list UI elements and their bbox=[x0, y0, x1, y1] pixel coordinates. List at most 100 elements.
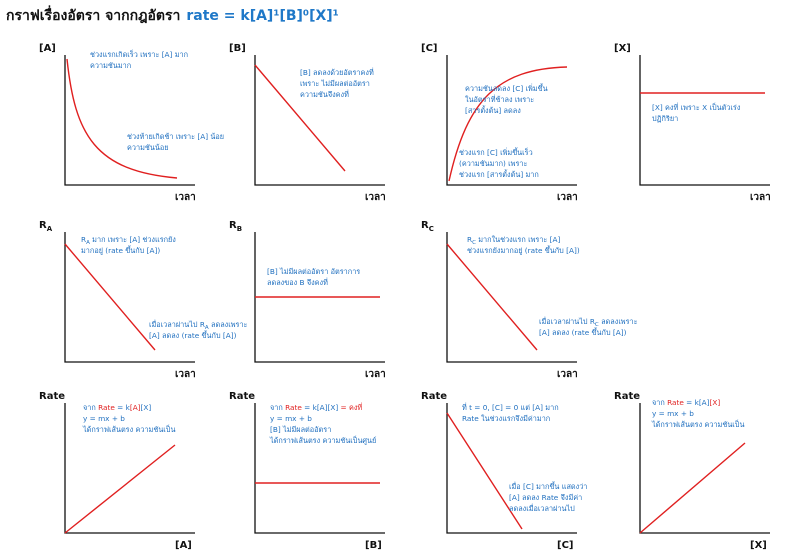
y-label-main: R bbox=[39, 220, 47, 231]
curve bbox=[446, 243, 538, 351]
annotation-text: จาก bbox=[652, 398, 667, 407]
annotation-line: ได้กราฟเส้นตรง ความชันเป็นศูนย์ bbox=[269, 435, 376, 445]
axes bbox=[639, 55, 770, 186]
annotation-line: y = mx + b bbox=[270, 414, 312, 423]
annotation-text: มากในช่วงแรก เพราะ [A] bbox=[476, 235, 561, 244]
axes bbox=[254, 232, 385, 363]
graph-panel: Rate[A]จาก Rate = k[A][X]y = mx + bได้กร… bbox=[39, 391, 195, 551]
annotation-subscript: A bbox=[205, 325, 209, 331]
axes bbox=[254, 55, 385, 186]
annotation-line: ในอัตราที่ช้าลง เพราะ bbox=[465, 94, 534, 104]
annotation-highlight: [A] bbox=[130, 403, 141, 412]
y-axis-label: Rate bbox=[421, 391, 447, 402]
annotation-highlight: [X] bbox=[710, 398, 721, 407]
curve bbox=[639, 442, 746, 534]
annotation-line: เมื่อ [C] มากขึ้น แสดงว่า bbox=[509, 481, 587, 491]
annotation-line: Rate ในช่วงแรกจึงมีค่ามาก bbox=[462, 414, 550, 423]
annotation-subscript: C bbox=[472, 240, 476, 246]
annotation-line: [สารตั้งต้น] ลดลง bbox=[465, 105, 521, 115]
y-label-main: R bbox=[421, 220, 429, 231]
annotation-highlight: Rate bbox=[667, 398, 684, 407]
annotation-text: R bbox=[467, 235, 472, 244]
annotation-line: ที่ t = 0, [C] = 0 แต่ [A] มาก bbox=[462, 402, 559, 412]
axes bbox=[254, 403, 385, 534]
annotation-line: [B] ไม่มีผลต่ออัตรา bbox=[270, 425, 331, 434]
y-axis-label: [A] bbox=[39, 43, 56, 54]
annotation-text: ลดลงเพราะ bbox=[599, 317, 638, 326]
x-axis-label: เวลา bbox=[557, 369, 578, 380]
x-axis-label: [X] bbox=[750, 540, 767, 551]
curve bbox=[66, 58, 178, 179]
annotation-line: (ความชันมาก) เพราะ bbox=[459, 159, 527, 168]
y-label-sub: B bbox=[237, 225, 242, 233]
graph-panel: Rate [C] ที่ t = 0, [C] = 0 แต่ [A] มาก Rat… bbox=[421, 391, 587, 551]
annotation-highlight: Rate bbox=[285, 403, 302, 412]
annotation-line: ได้กราฟเส้นตรง ความชันเป็น bbox=[651, 419, 744, 429]
annotation-highlight: Rate bbox=[98, 403, 115, 412]
annotation-line: ช่วงแรก [สารตั้งต้น] มาก bbox=[459, 169, 539, 179]
x-axis-label: เวลา bbox=[175, 192, 196, 203]
curve bbox=[254, 64, 346, 172]
page-title: กราฟเรื่องอัตรา จากกฎอัตรา rate = k[A]¹[B… bbox=[6, 5, 339, 24]
y-axis-label: Rate bbox=[39, 391, 65, 402]
annotation-line: [B] ไม่มีผลต่ออัตรา อัตราการ bbox=[267, 267, 360, 276]
annotation-text: [X] bbox=[141, 403, 152, 412]
y-axis-label: [B] bbox=[229, 43, 246, 54]
annotation-text: จาก bbox=[83, 403, 98, 412]
annotation-line: ความชันน้อย bbox=[127, 143, 168, 152]
y-axis-label: [X] bbox=[614, 43, 631, 54]
graph-panel: Rate[X]จาก Rate = k[A][X]y = mx + bได้กร… bbox=[614, 391, 770, 551]
annotation-text: R bbox=[81, 235, 86, 244]
annotation-line: ช่วงแรกเกิดเร็ว เพราะ [A] มาก bbox=[90, 49, 188, 59]
annotation-line: จาก Rate = k[A][X] = คงที่ bbox=[270, 402, 362, 412]
x-axis-label: เวลา bbox=[365, 369, 386, 380]
x-axis-label: [A] bbox=[175, 540, 192, 551]
annotation-line: ปฏิกิริยา bbox=[652, 114, 678, 123]
annotation-text: = k bbox=[115, 403, 131, 412]
annotation-line: ช่วงแรกยังมากอยู่ (rate ขึ้นกับ [A]) bbox=[467, 245, 580, 255]
x-axis-label: เวลา bbox=[557, 192, 578, 203]
annotation-line: [B] ลดลงด้วยอัตราคงที่ bbox=[300, 67, 374, 77]
graph-panel: [X] เวลา [X] คงที่ เพราะ X เป็นตัวเร่งปฏิก… bbox=[614, 43, 771, 203]
x-axis-label: [C] bbox=[557, 540, 573, 551]
annotation-line: ได้กราฟเส้นตรง ความชันเป็น bbox=[82, 424, 175, 434]
annotation-line: y = mx + b bbox=[652, 409, 694, 418]
x-axis-label: เวลา bbox=[175, 369, 196, 380]
graph-panel: Rate [B] จาก Rate = k[A][X] = คงที่ y = mx … bbox=[229, 391, 385, 551]
annotation-line: จาก Rate = k[A][X] bbox=[83, 403, 151, 412]
y-axis-label: [C] bbox=[421, 43, 437, 54]
annotation-text: = k[A] bbox=[684, 398, 710, 407]
y-axis-label: Rate bbox=[229, 391, 255, 402]
axes bbox=[446, 55, 577, 186]
annotation-text: เมื่อเวลาผ่านไป R bbox=[539, 316, 595, 326]
graph-panel: [C] เวลา ความชันลดลง [C] เพิ่มขึ้นในอัตราท… bbox=[421, 43, 578, 203]
annotation-line: ลดลงของ B จึงคงที่ bbox=[267, 277, 328, 287]
annotation-line: [X] คงที่ เพราะ X เป็นตัวเร่ง bbox=[652, 102, 741, 112]
axes bbox=[64, 232, 195, 363]
annotation-text: มาก เพราะ [A] ช่วงแรกยัง bbox=[90, 235, 176, 244]
annotation-line: ลดลงเมื่อเวลาผ่านไป bbox=[509, 503, 575, 513]
graph-panel: [B] เวลา [B] ลดลงด้วยอัตราคงที่เพราะ ไม่มี… bbox=[229, 43, 386, 203]
annotation-line: [A] ลดลง (rate ขึ้นกับ [A]) bbox=[149, 330, 237, 340]
y-axis-label: RA bbox=[39, 220, 53, 233]
annotation-line: ความชันจึงคงที่ bbox=[300, 89, 349, 99]
annotation-line: RA มาก เพราะ [A] ช่วงแรกยัง bbox=[81, 235, 176, 246]
annotation-highlight: = คงที่ bbox=[341, 402, 363, 412]
annotation-line: ช่วงท้ายเกิดช้า เพราะ [A] น้อย bbox=[127, 132, 224, 141]
annotation-line: เมื่อเวลาผ่านไป RC ลดลงเพราะ bbox=[539, 316, 638, 328]
y-axis-label: RC bbox=[421, 220, 434, 233]
y-label-main: R bbox=[229, 220, 237, 231]
curve bbox=[64, 444, 176, 534]
axes bbox=[446, 403, 577, 534]
x-axis-label: [B] bbox=[365, 540, 382, 551]
y-axis-label: Rate bbox=[614, 391, 640, 402]
annotation-line: ความชันมาก bbox=[90, 61, 131, 70]
y-label-sub: C bbox=[429, 225, 434, 233]
annotation-subscript: C bbox=[595, 322, 599, 328]
x-axis-label: เวลา bbox=[365, 192, 386, 203]
annotation-line: ความชันลดลง [C] เพิ่มขึ้น bbox=[465, 83, 548, 93]
annotation-text: ลดลงเพราะ bbox=[209, 320, 248, 329]
